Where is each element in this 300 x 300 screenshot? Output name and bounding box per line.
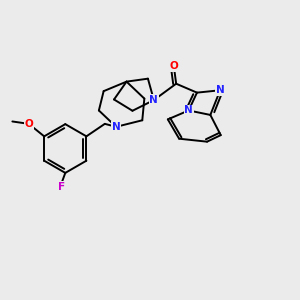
- Text: N: N: [184, 106, 193, 116]
- Text: N: N: [216, 85, 224, 95]
- Text: N: N: [112, 122, 121, 132]
- Text: O: O: [169, 61, 178, 71]
- Text: O: O: [24, 119, 33, 129]
- Text: N: N: [149, 95, 158, 105]
- Text: F: F: [58, 182, 65, 192]
